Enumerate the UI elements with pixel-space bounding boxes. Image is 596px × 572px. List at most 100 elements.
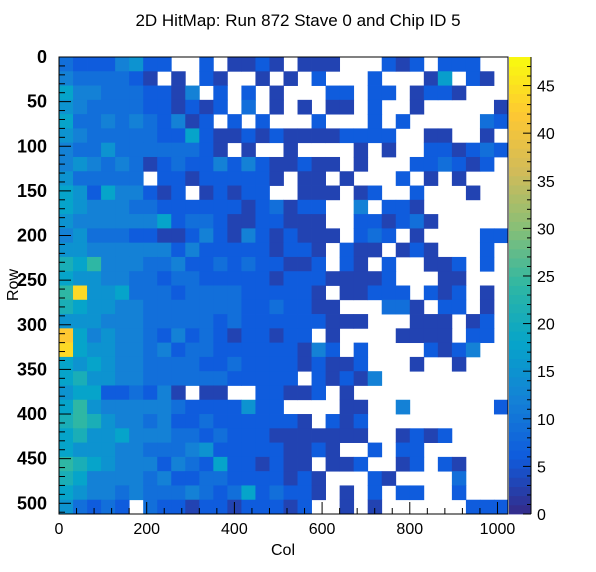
x-tick-label: 400 <box>221 521 248 538</box>
heatmap-cell <box>213 199 228 215</box>
heatmap-cell <box>283 356 298 372</box>
heatmap-cell <box>255 57 270 72</box>
heatmap-cell <box>227 185 242 201</box>
heatmap-cell <box>395 199 411 215</box>
heatmap-cell <box>283 71 298 86</box>
heatmap-cell <box>129 299 144 315</box>
heatmap-cell <box>395 299 411 315</box>
heatmap-cell <box>129 171 144 186</box>
heatmap-cell <box>423 156 439 172</box>
heatmap-cell <box>73 256 88 272</box>
heatmap-cell <box>297 285 312 301</box>
heatmap-cell <box>311 271 326 286</box>
chart-title: 2D HitMap: Run 872 Stave 0 and Chip ID 5 <box>135 11 460 30</box>
heatmap-cell <box>241 214 256 229</box>
heatmap-cell <box>269 442 284 458</box>
heatmap-cell <box>213 456 228 472</box>
heatmap-cell <box>73 156 88 172</box>
heatmap-cell <box>199 299 214 315</box>
heatmap-cell <box>241 128 256 144</box>
heatmap-cell <box>283 199 298 215</box>
heatmap-cell <box>87 428 102 443</box>
heatmap-cell <box>367 285 383 301</box>
heatmap-cell <box>353 356 369 372</box>
heatmap-cell <box>367 114 383 129</box>
heatmap-cell <box>129 242 144 258</box>
heatmap-cell <box>493 499 509 515</box>
heatmap-cell <box>185 271 200 286</box>
heatmap-cell <box>115 385 130 401</box>
heatmap-cell <box>101 142 116 158</box>
heatmap-cell <box>395 399 411 415</box>
heatmap-cell <box>87 385 102 401</box>
heatmap-cell <box>101 371 116 386</box>
heatmap-cell <box>311 471 326 486</box>
heatmap-cell <box>157 342 172 358</box>
heatmap-cell <box>241 485 256 501</box>
heatmap-cell <box>101 328 116 344</box>
heatmap-cell <box>283 142 298 158</box>
heatmap-cell <box>241 228 256 244</box>
heatmap-cell <box>143 371 158 386</box>
heatmap-cell <box>157 471 172 486</box>
heatmap-cell <box>325 185 341 201</box>
heatmap-cell <box>241 285 256 301</box>
color-scale-segment <box>509 93 531 104</box>
color-scale-segment <box>509 75 531 85</box>
heatmap-cell <box>213 285 228 301</box>
heatmap-cell <box>129 414 144 429</box>
color-scale-segment <box>509 239 531 250</box>
heatmap-cell <box>129 356 144 372</box>
heatmap-cell <box>311 171 326 186</box>
color-scale-segment <box>509 349 531 360</box>
heatmap-cell <box>283 385 298 401</box>
heatmap-cell <box>185 442 200 458</box>
heatmap-cell <box>255 328 270 344</box>
heatmap-cell <box>143 285 158 301</box>
heatmap-cell <box>87 85 102 101</box>
heatmap-cell <box>143 85 158 101</box>
color-scale-segment <box>509 395 531 405</box>
heatmap-cell <box>381 271 397 286</box>
heatmap-cell <box>255 228 270 244</box>
heatmap-cell <box>171 314 186 329</box>
color-scale-segment <box>509 66 531 76</box>
heatmap-cell <box>311 228 326 244</box>
heatmap-cell <box>101 285 116 301</box>
heatmap-cell <box>185 114 200 129</box>
heatmap-cell <box>395 442 411 458</box>
heatmap-cell <box>227 314 242 329</box>
heatmap-cell <box>73 228 88 244</box>
heatmap-cell <box>171 499 186 515</box>
heatmap-cell <box>465 185 481 201</box>
heatmap-cell <box>381 256 397 272</box>
heatmap-cell <box>451 471 467 486</box>
heatmap-cell <box>339 256 355 272</box>
heatmap-cell <box>199 285 214 301</box>
heatmap-cell <box>325 299 341 315</box>
heatmap-cell <box>199 142 214 158</box>
heatmap-cell <box>395 485 411 501</box>
heatmap-cell <box>213 428 228 443</box>
heatmap-cell <box>115 142 130 158</box>
heatmap-cell <box>409 485 425 501</box>
heatmap-cell <box>143 456 158 472</box>
heatmap-cell <box>59 85 74 101</box>
heatmap-cell <box>311 199 326 215</box>
heatmap-cell <box>311 428 326 443</box>
heatmap-cell <box>437 256 453 272</box>
heatmap-cell <box>451 456 467 472</box>
heatmap-cell <box>395 285 411 301</box>
heatmap-cell <box>241 442 256 458</box>
heatmap-cell <box>339 399 355 415</box>
color-scale-segment <box>509 459 531 469</box>
heatmap-cell <box>199 214 214 229</box>
heatmap-cell <box>73 271 88 286</box>
heatmap-cell <box>157 371 172 386</box>
color-scale-segment <box>509 322 531 332</box>
heatmap-cell <box>465 142 481 158</box>
heatmap-cell <box>339 128 355 144</box>
heatmap-cell <box>423 171 439 186</box>
heatmap-cell <box>87 199 102 215</box>
heatmap-cell <box>199 242 214 258</box>
